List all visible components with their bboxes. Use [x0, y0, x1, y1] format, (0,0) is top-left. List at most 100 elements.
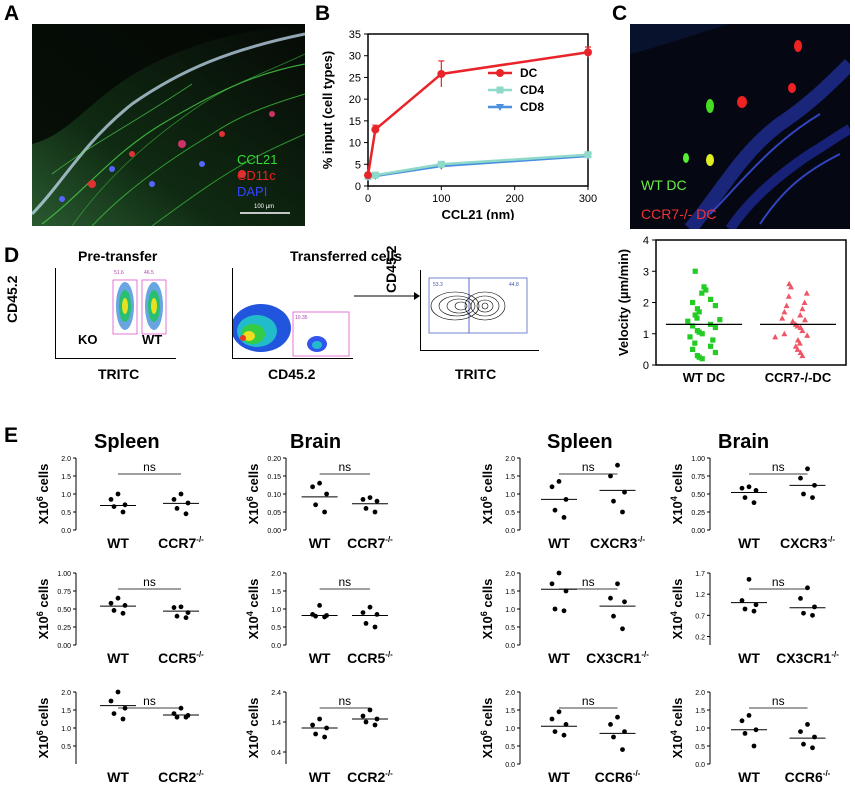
- d3-ylabel: CD45.2: [383, 245, 399, 293]
- chart-e11-ytick-label-1: 0.5: [505, 744, 515, 751]
- chart-e2-point-1-4: [372, 509, 378, 515]
- chart-b-ytick-label-1: 5: [355, 159, 361, 171]
- chart-e8-point-0-2: [753, 602, 759, 608]
- chart-e1-category-0: WT: [107, 535, 129, 551]
- chart-e9-ylabel: X106 cells: [35, 698, 51, 759]
- chart-e4-ytick-label-3: 0.75: [691, 474, 705, 481]
- chart-e5-category-1: CCR5-/-: [158, 650, 204, 666]
- chart-e1-point-0-2: [122, 502, 128, 508]
- chart-e3-point-0-4: [561, 515, 567, 520]
- chart-e2-point-1-3: [363, 506, 369, 511]
- chart-e5-point-1-1: [171, 605, 177, 610]
- chart-e4-point-0-4: [751, 500, 757, 506]
- chart-e1-ytick-label-1: 0.5: [61, 510, 71, 517]
- chart-e11: 0.0 0.5 1.0 1.5 2.0 X106 cells WT CCR6-/- ns: [479, 690, 641, 785]
- chart-e5: 0.00 0.25 0.50 0.75 1.00 X106 cells WT CCR5-/- n…: [35, 571, 204, 666]
- chart-e5-point-0-0: [115, 595, 121, 601]
- chart-e5-ytick-label-1: 0.25: [57, 625, 71, 632]
- chart-e11-point-1-3: [611, 734, 616, 740]
- chart-c-point-ko-24: [799, 352, 806, 359]
- chart-c-point-ko-17: [804, 332, 811, 338]
- chart-e9-point-0-1: [108, 698, 114, 704]
- d1-label-wt: WT: [142, 332, 163, 347]
- chart-e11-point-0-4: [561, 732, 567, 738]
- panel-letter-c: C: [612, 2, 628, 25]
- chart-e10-point-0-3: [313, 731, 318, 737]
- chart-e2-category-1: CCR7-/-: [347, 535, 393, 551]
- chart-e9-point-0-4: [120, 716, 126, 722]
- chart-e2-ytick-label-0: 0.00: [267, 528, 281, 535]
- chart-c-category-1: CCR7-/-DC: [765, 370, 832, 385]
- chart-e7-ytick-label-0: 0.0: [505, 643, 515, 650]
- chart-b-point-cd4-3: [584, 151, 592, 159]
- chart-e1-point-1-4: [183, 511, 189, 517]
- chart-c-point-ko-5: [783, 302, 790, 309]
- chart-e1-point-1-1: [171, 497, 177, 502]
- chart-c-point-ko-8: [797, 312, 804, 318]
- chart-c-point-ko-10: [802, 316, 808, 323]
- chart-e1-point-0-1: [108, 497, 114, 502]
- chart-b-legend-marker-cd4: [496, 86, 504, 94]
- chart-b-ytick-label-0: 0: [355, 181, 361, 193]
- chart-e11-point-1-2: [622, 729, 627, 734]
- chart-e11-category-0: WT: [548, 769, 570, 785]
- chart-c-frame: [655, 239, 847, 366]
- chart-e9-ns-label: ns: [143, 694, 156, 708]
- chart-c-ytick-label-3: 3: [643, 266, 649, 278]
- chart-e11-ytick-label-0: 0.0: [505, 762, 515, 769]
- chart-e3-point-0-3: [552, 507, 558, 513]
- chart-b-xtick-label-2: 200: [505, 193, 523, 205]
- chart-e12-ns-label: ns: [772, 694, 785, 708]
- chart-e5-point-0-3: [111, 608, 117, 613]
- chart-e12-point-1-2: [812, 734, 817, 740]
- chart-e6-point-1-2: [374, 612, 380, 617]
- e-header-spleen-1: Spleen: [94, 431, 160, 453]
- chart-c-point-wt-2: [703, 287, 709, 293]
- chart-c-point-ko-9: [779, 315, 786, 321]
- chart-e7-point-1-4: [620, 626, 625, 632]
- chart-e11-point-0-1: [549, 716, 555, 722]
- chart-c-point-ko-11: [789, 318, 796, 324]
- chart-c-point-wt-20: [710, 337, 716, 343]
- chart-b-legend-marker-cd8: [496, 104, 504, 111]
- chart-e10-ylabel: X104 cells: [245, 698, 261, 759]
- chart-e1-ns-label: ns: [143, 460, 156, 474]
- chart-c-point-wt-5: [690, 299, 696, 306]
- chart-e6-ytick-label-3: 1.5: [271, 589, 281, 596]
- chart-c-point-wt-23: [690, 346, 696, 352]
- chart-b-xlabel: CCL21 (nm): [442, 207, 515, 220]
- chart-e10-point-0-4: [322, 734, 327, 740]
- chart-e8-point-0-0: [746, 576, 752, 582]
- chart-e3-point-0-1: [549, 484, 555, 490]
- chart-e5-ns-label: ns: [143, 575, 156, 589]
- legend-a: CCL21 CD11c DAPI: [237, 152, 277, 200]
- chart-e3-point-1-0: [615, 462, 620, 468]
- chart-e11-ylabel: X106 cells: [479, 698, 495, 759]
- chart-e1-point-1-3: [174, 506, 180, 511]
- d1-label-ko: KO: [78, 332, 98, 347]
- chart-e2-ytick-label-1: 0.05: [267, 510, 281, 517]
- chart-e6-ytick-label-0: 0.0: [271, 643, 281, 650]
- chart-c-ytick-label-4: 4: [643, 235, 649, 247]
- chart-c-point-wt-10: [694, 315, 700, 321]
- chart-e7-point-0-3: [552, 606, 558, 612]
- chart-e7-point-0-2: [563, 588, 569, 594]
- legend-c-wt: WT DC: [641, 177, 687, 193]
- micrograph-c: WT DC CCR7-/- DC: [630, 24, 850, 229]
- chart-e8-category-0: WT: [738, 650, 760, 666]
- chart-e4-point-1-1: [798, 475, 803, 481]
- chart-c-ylabel: Velocity (µm/min): [616, 249, 631, 356]
- chart-e2-ytick-label-4: 0.20: [267, 456, 281, 463]
- chart-e10: 0.4 1.4 2.4 X104 cells WT CCR2-/- ns: [245, 690, 393, 785]
- chart-e10-point-1-3: [363, 719, 369, 725]
- chart-e11-category-1: CCR6-/-: [595, 769, 641, 785]
- chart-e6-point-0-3: [313, 613, 318, 619]
- chart-e7-point-0-0: [556, 570, 562, 576]
- chart-c-point-ko-4: [801, 299, 808, 305]
- chart-c-ytick-label-1: 1: [643, 329, 649, 341]
- chart-e5-ytick-label-0: 0.00: [57, 643, 71, 650]
- chart-b-xtick-label-1: 100: [432, 193, 450, 205]
- chart-e10-category-1: CCR2-/-: [347, 769, 393, 785]
- chart-e4-point-1-3: [801, 491, 806, 497]
- chart-e8-point-1-2: [812, 604, 817, 610]
